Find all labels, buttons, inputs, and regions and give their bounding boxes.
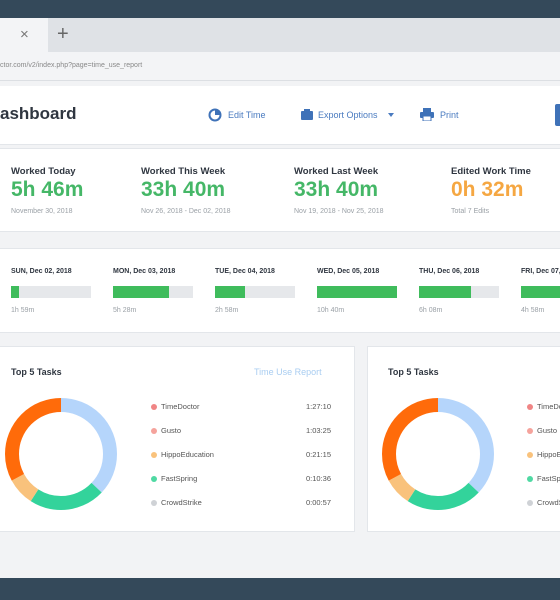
task-name: TimeDoctor [537, 402, 560, 411]
stat-value: 33h 40m [141, 178, 226, 201]
url[interactable]: ctor.com/v2/index.php?page=time_use_repo… [0, 62, 143, 69]
day-label: TUE, Dec 04, 2018 [215, 268, 275, 275]
donut-segment [5, 398, 117, 510]
day-hours: 5h 28m [113, 307, 137, 314]
day-label: THU, Dec 06, 2018 [419, 268, 480, 275]
progress-bar [419, 286, 471, 298]
day-label: MON, Dec 03, 2018 [113, 268, 176, 275]
task-time: 1:03:25 [305, 426, 331, 435]
print-button[interactable]: Print [440, 110, 459, 120]
legend-dot [151, 476, 157, 482]
donut-segment [5, 398, 117, 510]
legend-dot [527, 452, 533, 458]
task-name: CrowdStrike [161, 498, 202, 507]
dropdown-caret [388, 113, 394, 117]
progress-bar [215, 286, 245, 298]
stat-subtitle: Nov 26, 2018 - Dec 02, 2018 [141, 208, 231, 215]
legend-dot [151, 500, 157, 506]
stat-label: Worked This Week [141, 166, 226, 177]
tasks-card: Top 5 Tasks TimeDoctor Gusto HippoEducation… [367, 346, 560, 532]
day-hours: 6h 08m [419, 307, 443, 314]
export-icon [301, 109, 313, 120]
export-options-button[interactable]: Export Options [318, 110, 378, 120]
time-use-report-link[interactable]: Time Use Report [254, 367, 322, 377]
task-time: 0:00:57 [305, 498, 331, 507]
day-hours: 2h 58m [215, 307, 239, 314]
legend-dot [151, 428, 157, 434]
task-name: HippoEducation [161, 450, 214, 459]
task-time: 0:21:15 [305, 450, 331, 459]
active-tab[interactable] [0, 18, 48, 52]
task-time: 0:10:36 [305, 474, 331, 483]
task-time: 1:27:10 [305, 402, 331, 411]
stat-subtitle: Total 7 Edits [451, 208, 490, 215]
card-title: Top 5 Tasks [388, 367, 439, 377]
progress-track [11, 286, 91, 298]
tasks-card: Top 5 Tasks Time Use Report TimeDoctor 1:27… [0, 346, 355, 532]
donut-segment [382, 398, 494, 510]
stat-subtitle: November 30, 2018 [11, 208, 73, 215]
day-hours: 10h 40m [317, 307, 345, 314]
legend-dot [151, 404, 157, 410]
tab-close[interactable]: × [20, 26, 29, 43]
edit-time-icon [208, 108, 222, 122]
days-card: SUN, Dec 02, 2018 1h 59m MON, Dec 03, 2018… [0, 248, 560, 333]
card-title: Top 5 Tasks [11, 367, 62, 377]
day-label: FRI, Dec 07, 2018 [521, 268, 560, 275]
legend-dot [527, 428, 533, 434]
task-name: CrowdStrike [537, 498, 560, 507]
primary-button[interactable] [555, 104, 560, 126]
task-name: FastSpring [537, 474, 560, 483]
day-hours: 1h 59m [11, 307, 35, 314]
stat-value: 33h 40m [294, 178, 379, 201]
progress-bar [113, 286, 169, 298]
stat-subtitle: Nov 19, 2018 - Nov 25, 2018 [294, 208, 384, 215]
new-tab[interactable]: + [57, 23, 69, 45]
donut-segment [382, 398, 494, 510]
legend-dot [151, 452, 157, 458]
progress-bar [521, 286, 560, 298]
address-bar [0, 52, 560, 81]
donut-chart [5, 398, 117, 510]
stats-card: Worked Today 5h 46m November 30, 2018 Worke… [0, 148, 560, 232]
task-name: FastSpring [161, 474, 198, 483]
stat-value: 0h 32m [451, 178, 524, 201]
stat-label: Edited Work Time [451, 166, 531, 177]
day-label: WED, Dec 05, 2018 [317, 268, 380, 275]
legend-dot [527, 500, 533, 506]
page-header [0, 86, 560, 145]
donut-chart [382, 398, 494, 510]
legend-dot [527, 476, 533, 482]
task-name: HippoEducation [537, 450, 560, 459]
task-name: Gusto [537, 426, 558, 435]
progress-bar [11, 286, 19, 298]
stat-value: 5h 46m [11, 178, 84, 201]
edit-time-button[interactable]: Edit Time [228, 110, 266, 120]
tab-strip [0, 18, 560, 52]
task-name: Gusto [161, 426, 182, 435]
legend-dot [527, 404, 533, 410]
stat-label: Worked Last Week [294, 166, 379, 177]
day-label: SUN, Dec 02, 2018 [11, 268, 72, 275]
print-icon [420, 108, 434, 121]
page-title: ashboard [0, 104, 77, 123]
day-hours: 4h 58m [521, 307, 545, 314]
progress-bar [317, 286, 397, 298]
task-name: TimeDoctor [161, 402, 200, 411]
stat-label: Worked Today [11, 166, 76, 177]
